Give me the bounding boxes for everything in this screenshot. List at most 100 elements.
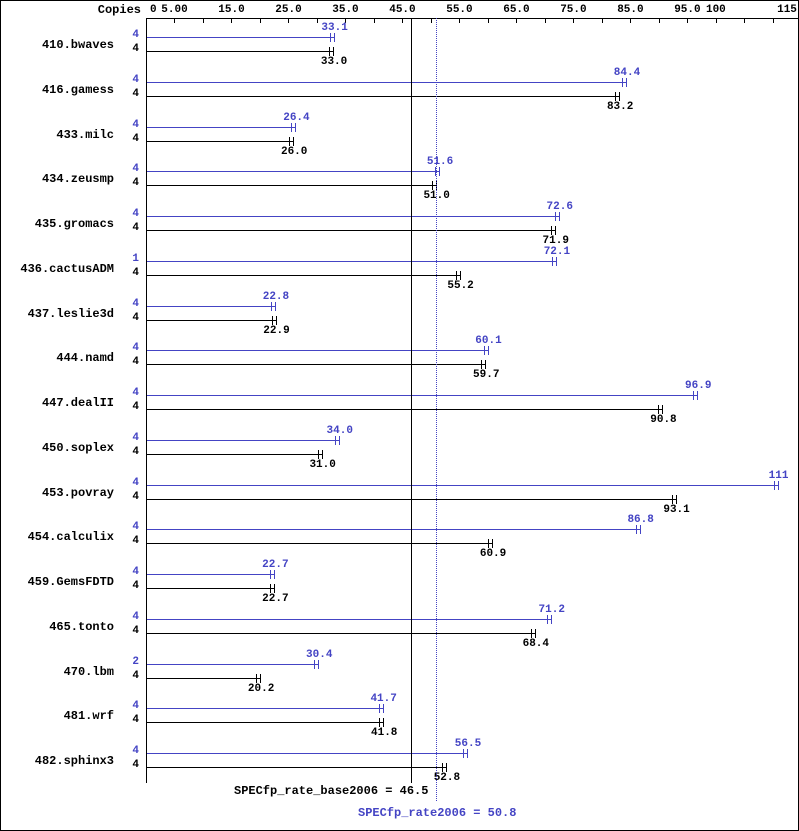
benchmark-name: 454.calculix bbox=[27, 530, 114, 545]
peak-bar bbox=[147, 439, 340, 441]
peak-bar-end-tick bbox=[487, 346, 489, 356]
base-copies-value: 4 bbox=[132, 266, 139, 279]
base-copies-value: 4 bbox=[132, 445, 139, 458]
base-bar-median-tick bbox=[615, 91, 617, 101]
peak-bar-end-tick bbox=[439, 167, 441, 177]
x-axis-tick-label: 0 bbox=[150, 4, 157, 16]
x-axis-tick bbox=[430, 18, 432, 23]
base-bar-end-tick bbox=[534, 628, 536, 638]
peak-value-label: 111 bbox=[768, 469, 789, 482]
benchmark-name: 447.dealII bbox=[41, 396, 114, 410]
peak-bar bbox=[147, 350, 489, 352]
peak-value-label: 72.1 bbox=[543, 245, 571, 258]
x-axis-tick-label: 5.00 bbox=[161, 4, 188, 16]
peak-value-label: 22.7 bbox=[262, 559, 289, 571]
peak-copies-value: 4 bbox=[132, 610, 139, 623]
peak-bar-median-tick bbox=[773, 480, 775, 490]
base-copies-value: 4 bbox=[132, 490, 139, 503]
base-value-label: 60.9 bbox=[479, 548, 507, 561]
benchmark-name: 453.povray bbox=[41, 485, 114, 500]
peak-bar-median-tick bbox=[635, 525, 637, 535]
base-value-label: 52.8 bbox=[433, 772, 461, 784]
x-axis-tick bbox=[544, 18, 546, 23]
x-axis-tick bbox=[658, 18, 660, 23]
base-copies-value: 4 bbox=[132, 177, 139, 190]
peak-bar-median-tick bbox=[270, 570, 272, 579]
peak-bar-end-tick bbox=[466, 749, 468, 758]
y-axis-line bbox=[146, 18, 147, 783]
base-bar-median-tick bbox=[271, 315, 273, 325]
base-bar bbox=[147, 767, 447, 768]
base-bar-median-tick bbox=[317, 449, 319, 459]
peak-bar bbox=[147, 484, 779, 486]
x-axis-tick bbox=[259, 18, 261, 23]
peak-bar-end-tick bbox=[555, 256, 557, 266]
peak-bar-median-tick bbox=[554, 212, 556, 221]
base-value-label: 93.1 bbox=[663, 503, 690, 516]
peak-value-label: 22.8 bbox=[262, 290, 290, 303]
base-copies-value: 4 bbox=[132, 669, 139, 682]
peak-bar-end-tick bbox=[639, 525, 641, 535]
peak-bar-end-tick bbox=[625, 77, 627, 87]
peak-value-label: 72.6 bbox=[546, 201, 573, 213]
peak-bar bbox=[147, 395, 699, 396]
base-value-label: 41.8 bbox=[371, 727, 398, 740]
x-axis-tick bbox=[174, 18, 176, 23]
peak-bar-median-tick bbox=[551, 256, 553, 266]
base-mean-line bbox=[411, 18, 412, 783]
base-bar bbox=[147, 230, 556, 231]
peak-copies-value: 4 bbox=[132, 745, 139, 757]
peak-bar-median-tick bbox=[462, 749, 464, 758]
base-value-label: 83.2 bbox=[606, 100, 634, 113]
x-axis-tick bbox=[202, 18, 204, 23]
base-value-label: 20.2 bbox=[247, 682, 275, 695]
peak-bar bbox=[147, 305, 276, 307]
x-axis-tick bbox=[516, 18, 518, 23]
x-axis-tick bbox=[601, 18, 603, 23]
peak-value-label: 56.5 bbox=[454, 738, 482, 750]
base-bar-end-tick bbox=[293, 136, 295, 146]
x-axis-tick-label: 100 bbox=[705, 4, 726, 16]
peak-copies-value: 4 bbox=[132, 29, 139, 41]
peak-mean-label: SPECfp_rate2006 = 50.8 bbox=[358, 806, 517, 820]
base-copies-value: 4 bbox=[132, 132, 139, 145]
peak-value-label: 71.2 bbox=[538, 603, 565, 616]
x-axis-tick bbox=[573, 18, 575, 23]
x-axis-tick-label: 85.0 bbox=[617, 4, 644, 16]
base-bar-end-tick bbox=[274, 584, 276, 593]
base-bar-median-tick bbox=[488, 539, 490, 549]
peak-copies-value: 4 bbox=[132, 163, 139, 176]
base-bar bbox=[147, 409, 664, 410]
peak-value-label: 34.0 bbox=[326, 424, 353, 437]
benchmark-name: 450.soplex bbox=[41, 440, 114, 455]
base-bar bbox=[147, 364, 487, 366]
benchmark-name: 481.wrf bbox=[63, 709, 114, 724]
base-bar-median-tick bbox=[455, 270, 457, 280]
peak-bar-end-tick bbox=[333, 33, 335, 42]
base-bar bbox=[147, 51, 335, 52]
benchmark-name: 482.sphinx3 bbox=[34, 754, 114, 768]
peak-copies-value: 4 bbox=[132, 387, 139, 399]
x-axis-tick bbox=[402, 18, 404, 23]
peak-bar bbox=[147, 708, 384, 710]
peak-bar-median-tick bbox=[693, 391, 695, 400]
peak-bar-median-tick bbox=[546, 614, 548, 624]
peak-copies-value: 4 bbox=[132, 566, 139, 578]
base-copies-value: 4 bbox=[132, 356, 139, 369]
peak-copies-value: 4 bbox=[132, 431, 139, 444]
benchmark-name: 436.cactusADM bbox=[20, 261, 114, 276]
peak-bar-end-tick bbox=[318, 659, 320, 669]
benchmark-name: 444.namd bbox=[56, 351, 114, 366]
peak-value-label: 51.6 bbox=[426, 156, 454, 169]
x-axis-tick bbox=[630, 18, 632, 23]
peak-bar-median-tick bbox=[329, 33, 331, 42]
base-bar-end-tick bbox=[260, 673, 262, 683]
x-axis-tick bbox=[687, 18, 689, 23]
peak-value-label: 84.4 bbox=[613, 66, 641, 79]
x-axis-tick-label: 115 bbox=[777, 4, 797, 16]
x-axis-tick-label: 95.0 bbox=[674, 4, 701, 16]
peak-bar-median-tick bbox=[334, 435, 336, 445]
peak-value-label: 96.9 bbox=[685, 380, 712, 392]
peak-value-label: 41.7 bbox=[370, 693, 397, 706]
peak-bar bbox=[147, 216, 560, 217]
